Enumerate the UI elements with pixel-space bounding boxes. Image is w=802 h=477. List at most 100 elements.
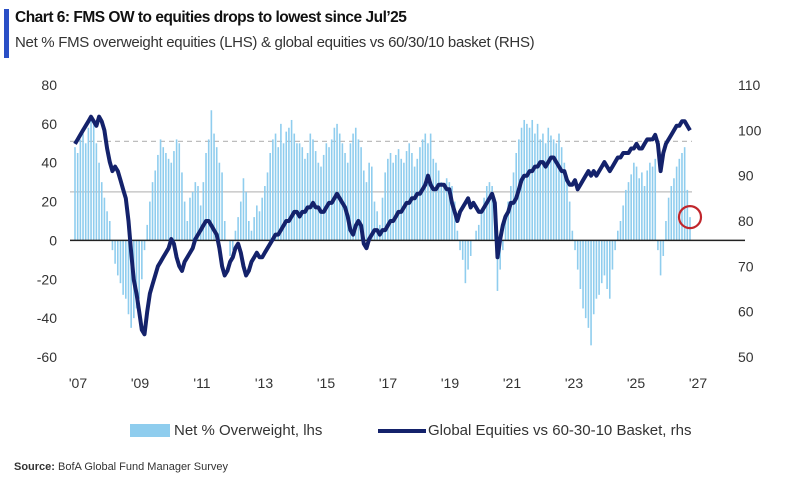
bar [138,240,140,299]
bar [122,240,124,295]
bar [523,119,526,241]
bar [282,143,285,241]
bar [314,151,317,241]
bar [231,240,234,251]
bar [534,133,536,241]
bar [539,139,542,241]
bar [125,240,127,299]
bar [512,172,515,241]
bar [280,123,282,241]
bar [384,172,386,241]
bar [667,197,670,241]
bar [459,240,461,251]
bar [681,153,683,241]
y-left-tick-label: 0 [49,232,57,248]
bar [590,240,592,346]
bar [555,143,558,241]
bar [221,172,223,241]
bar [157,154,159,241]
bar [154,170,157,241]
source-label: Source: [14,461,55,473]
bar [360,147,362,241]
bar [210,110,213,241]
y-left-tick-label: 20 [41,194,57,210]
bar [202,182,205,241]
bar [143,240,146,251]
bar [317,162,320,241]
bar [357,139,360,241]
bar [405,151,408,241]
bar [362,170,365,241]
bar [186,221,189,241]
bar [488,182,491,241]
x-tick-label: '27 [689,375,707,391]
legend-line-label: Global Equities vs 60-30-10 Basket, rhs [428,422,692,439]
bar [427,143,429,241]
y-left-tick-label: 40 [41,155,57,171]
bar [76,153,79,241]
bar [322,154,325,241]
bar [285,131,288,241]
bar [175,139,178,241]
bar [600,240,603,284]
bar [338,133,341,241]
bar [641,172,643,241]
bar [320,166,322,241]
bar [469,240,472,256]
bar [464,240,467,284]
bar [544,143,547,241]
bar [346,162,349,241]
bar [638,178,640,241]
x-tick-label: '19 [441,375,459,391]
bar [595,240,598,299]
bar [657,240,659,251]
x-tick-label: '07 [69,375,87,391]
bar [373,201,376,241]
bar [336,123,338,241]
bar [330,139,333,241]
y-left-tick-label: -20 [37,271,57,287]
bar [673,178,675,241]
bar [272,139,274,241]
x-tick-label: '21 [503,375,521,391]
x-tick-label: '15 [317,375,335,391]
bar [197,186,199,241]
legend-bar-swatch [130,424,170,437]
y-right-tick-label: 70 [738,258,754,274]
bar [579,240,582,289]
bar [550,135,552,241]
bar [141,240,143,280]
bar [678,158,681,241]
bar [400,158,403,241]
bar [496,240,499,291]
highlight-circle [677,205,703,230]
bar [453,201,456,241]
bar [440,182,443,241]
y-right-tick-label: 100 [738,122,762,138]
bar [277,147,280,241]
bar [643,186,646,241]
bar [617,230,619,241]
bar [659,240,662,276]
bar [635,166,638,241]
bar [587,240,590,328]
bar [646,170,649,241]
bar [499,240,501,270]
bar [651,166,654,241]
bar [213,133,215,241]
bar [683,147,686,241]
bar [325,143,328,241]
y-left-tick-label: 60 [41,116,57,132]
x-tick-label: '17 [379,375,397,391]
bar [649,162,651,241]
bar [603,240,606,276]
bar [103,197,106,241]
bar [542,133,544,241]
bar [304,158,306,241]
bar [159,139,162,241]
bar [194,182,197,241]
bar [352,133,354,241]
y-left-tick-label: -40 [37,310,57,326]
bar [301,147,304,241]
bar [504,217,507,241]
